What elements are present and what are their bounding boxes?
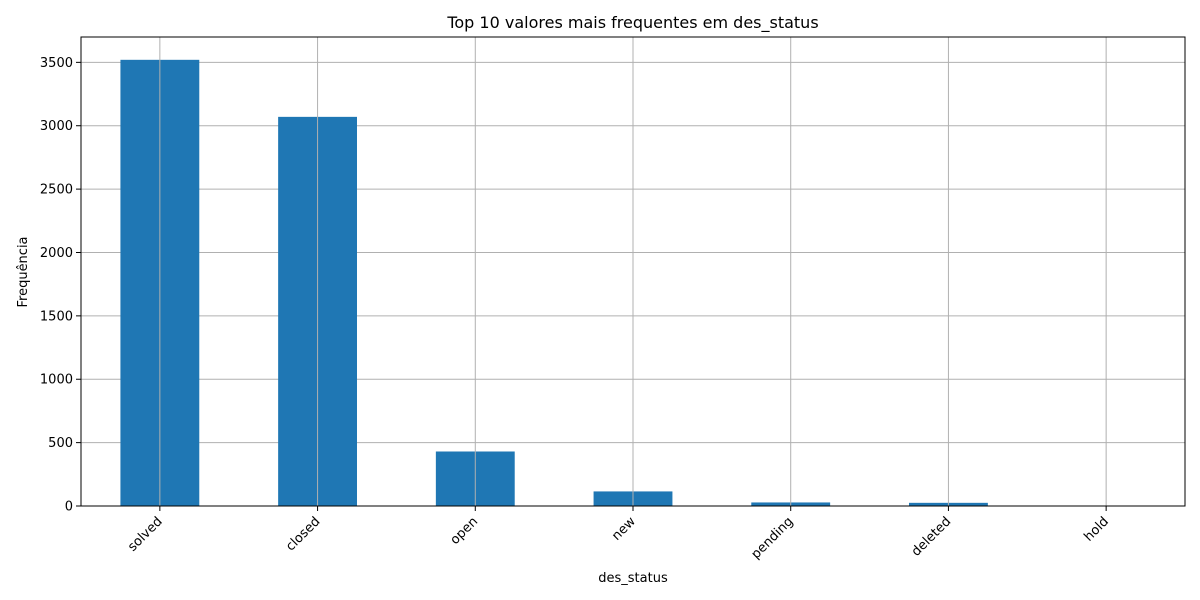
x-tick-label-closed: closed <box>283 514 323 554</box>
x-tick-label-solved: solved <box>125 514 166 555</box>
y-tick-label: 2000 <box>40 246 73 261</box>
y-tick-label: 500 <box>48 436 73 451</box>
x-axis-label: des_status <box>598 571 668 586</box>
y-tick-label: 0 <box>65 500 73 515</box>
y-tick-label: 2500 <box>40 183 73 198</box>
axis-ticks: 0 500 1000 1500 2000 2500 3000 3500 solved closed… <box>40 37 1112 562</box>
x-tick-label-open: open <box>448 514 482 548</box>
y-axis-label: Frequência <box>16 236 31 307</box>
x-tick-label-new: new <box>609 514 639 544</box>
y-tick-label: 1000 <box>40 373 73 388</box>
chart-title: Top 10 valores mais frequentes em des_st… <box>446 13 818 33</box>
y-tick-label: 1500 <box>40 309 73 324</box>
plot-frame <box>80 36 1186 507</box>
y-tick-label: 3000 <box>40 119 73 134</box>
plot-border <box>80 36 1186 507</box>
x-tick-label-hold: hold <box>1082 514 1112 544</box>
x-tick-label-pending: pending <box>749 514 797 562</box>
y-tick-label: 3500 <box>40 56 73 71</box>
x-tick-label-deleted: deleted <box>909 514 954 559</box>
